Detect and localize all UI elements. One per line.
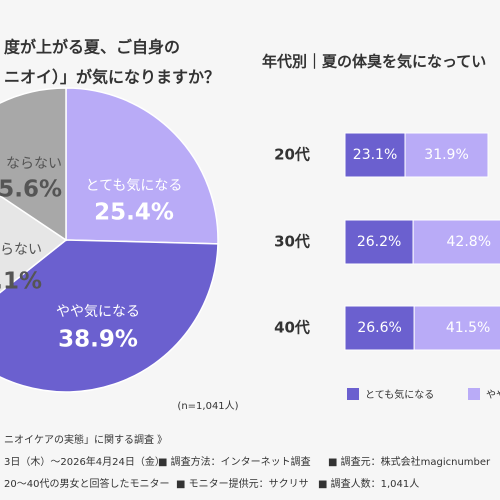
slice-label: やや気になる xyxy=(56,304,140,320)
bar-value: 31.9% xyxy=(424,147,468,163)
pie-slice xyxy=(0,239,219,393)
legend-label: やや気になる xyxy=(486,388,500,401)
footer-text: 3日（木）〜2026年4月24日（金） xyxy=(4,455,165,468)
y-tick-label: 30代 xyxy=(274,233,310,251)
bar-segment xyxy=(344,132,406,178)
y-tick-label: 20代 xyxy=(274,146,310,164)
legend-label: とても気になる xyxy=(365,388,434,401)
bar-value: 42.8% xyxy=(447,234,491,250)
footer-text: ■ 調査元：株式会社magicnumber xyxy=(328,455,491,468)
slice-value: 15.6% xyxy=(0,177,62,203)
pie-slice xyxy=(0,194,68,294)
slice-label: とても気になる xyxy=(86,178,183,194)
bar-value: 26.6% xyxy=(357,320,401,336)
pie-slice xyxy=(65,87,219,245)
bar-segment xyxy=(344,305,415,351)
sample-note: (n=1,041人) xyxy=(177,400,238,412)
bar-title: 年代別｜夏の体臭を気になってい xyxy=(262,53,486,71)
legend-swatch xyxy=(468,388,480,400)
slice-value: 38.9% xyxy=(58,327,138,353)
slice-value: 20.1% xyxy=(0,269,42,295)
bar-segment xyxy=(412,219,500,265)
bar-segment xyxy=(404,132,489,178)
bar-value: 26.2% xyxy=(357,234,401,250)
footer-text: ■ モニター提供元：サクリサ xyxy=(176,477,309,490)
legend-swatch xyxy=(347,388,359,400)
pie-slice xyxy=(0,87,67,242)
slice-label: ならない xyxy=(6,156,62,172)
footer-text: ■ 調査方法：インターネット調査 xyxy=(158,455,311,468)
footer-text: ■ 調査人数：1,041人 xyxy=(318,477,419,490)
bar-value: 23.1% xyxy=(353,147,397,163)
bar-segment xyxy=(413,305,500,351)
bar-value: 41.5% xyxy=(446,320,490,336)
pie-title: ニオイ）」が気になりますか？ xyxy=(4,68,220,87)
footer-text: 20〜40代の男女と回答したモニター xyxy=(4,477,169,490)
pie-title: 度が上がる夏、ご自身の xyxy=(4,38,180,57)
slice-value: 25.4% xyxy=(94,200,174,226)
y-tick-label: 40代 xyxy=(274,319,310,337)
slice-label: らない xyxy=(0,242,42,258)
footer-text: ニオイケアの実態」に関する調査 》 xyxy=(4,433,167,446)
